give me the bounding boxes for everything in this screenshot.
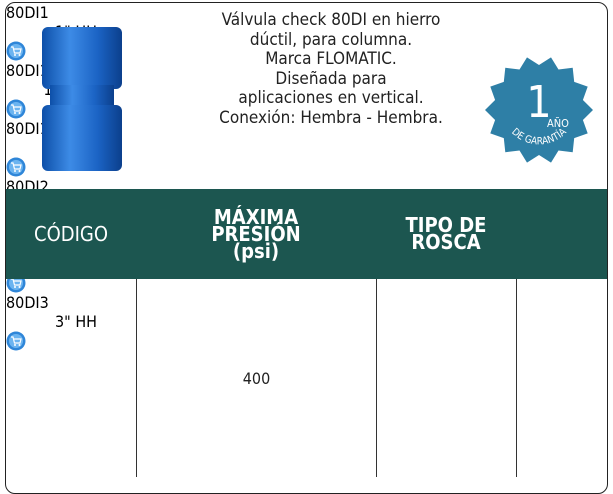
header-thread: TIPO DE ROSCA	[376, 189, 516, 279]
header-line: ROSCA	[411, 230, 481, 254]
description-line: Conexión: Hembra - Hembra.	[219, 107, 443, 128]
pressure-cell: 400	[242, 368, 271, 388]
description-line: Diseñada para	[275, 68, 387, 89]
header-line: MÁXIMA	[213, 204, 299, 229]
header-pressure: MÁXIMA PRESIÓN (psi)	[136, 189, 376, 279]
header-code: CÓDIGO	[34, 221, 108, 246]
cart-button[interactable]	[6, 157, 26, 177]
description: Válvula check 80DI en hierro dúctil, para…	[186, 10, 476, 128]
code-cell: 80DI1	[6, 3, 49, 22]
table-header: CÓDIGO MÁXIMA PRESIÓN (psi) TIPO DE ROSCA	[6, 189, 607, 279]
merged-cell-bg	[137, 313, 376, 477]
product-card: Válvula check 80DI en hierro dúctil, para…	[5, 2, 608, 494]
cart-button[interactable]	[6, 41, 26, 61]
header-line: (psi)	[232, 238, 280, 263]
body: Válvula check 80DI en hierro dúctil, para…	[5, 2, 608, 494]
cart-button[interactable]	[6, 331, 26, 351]
header-line: TIPO DE	[405, 213, 487, 237]
warranty-badge: 1 AÑO DE GARANTÍA	[485, 57, 593, 163]
column-divider	[136, 279, 137, 477]
warranty-number: 1	[526, 77, 551, 128]
header-line: PRESIÓN	[211, 221, 301, 246]
description-line: dúctil, para columna.	[249, 29, 413, 50]
description-line: Válvula check 80DI en hierro	[221, 10, 441, 30]
column-divider	[516, 279, 517, 477]
warranty-unit: AÑO	[547, 117, 569, 130]
thread-cell: 3" HH	[55, 312, 97, 331]
page: {"product":{"description":["Válvula chec…	[5, 2, 608, 494]
description-line: aplicaciones en vertical.	[238, 88, 424, 108]
product-image	[42, 27, 122, 171]
table-row: 80DI3 3" HH	[6, 293, 607, 351]
code-cell: 80DI3	[6, 293, 49, 312]
cart-button[interactable]	[6, 99, 26, 119]
description-line: Marca FLOMATIC.	[265, 49, 397, 69]
column-divider	[376, 279, 377, 477]
